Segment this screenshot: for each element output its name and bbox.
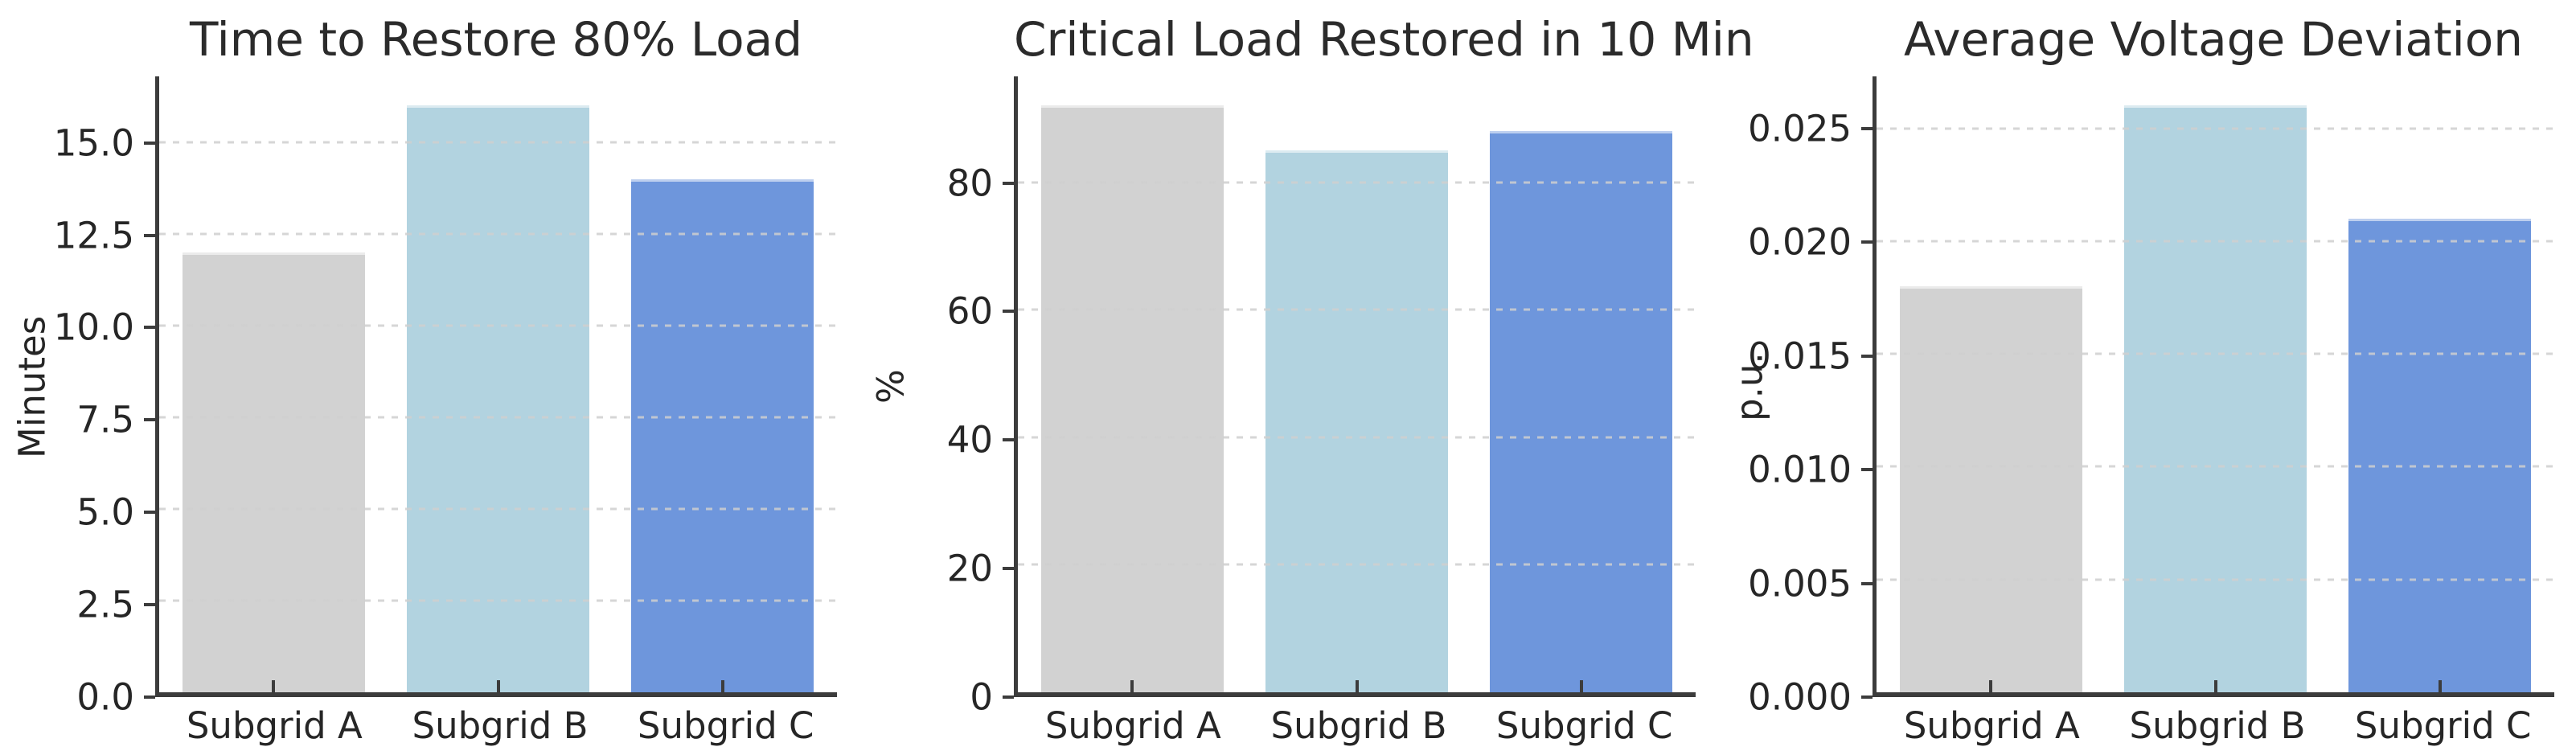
y-tick-label: 15.0 xyxy=(53,121,134,165)
gridline xyxy=(159,141,837,144)
gridline xyxy=(1877,240,2554,243)
gridline xyxy=(159,507,837,511)
subplot-critical-load-restored: Critical Load Restored in 10 Min % 0 20 40… xyxy=(859,0,1754,755)
x-tick-mark xyxy=(496,680,500,692)
x-tick-label-subgrid-a: Subgrid A xyxy=(1903,704,2080,747)
gridline xyxy=(159,416,837,419)
chart-title: Critical Load Restored in 10 Min xyxy=(1014,12,1754,67)
x-tick-label-subgrid-c: Subgrid C xyxy=(1495,704,1673,747)
x-tick-mark xyxy=(1579,680,1583,692)
y-tick-mark xyxy=(1003,438,1014,442)
y-tick-mark xyxy=(1861,127,1873,131)
gridline xyxy=(1018,563,1696,566)
y-tick-mark xyxy=(1861,240,1873,244)
gridline xyxy=(1877,578,2554,581)
chart-title: Average Voltage Deviation xyxy=(1903,12,2524,67)
y-tick-mark xyxy=(144,141,155,145)
y-tick-label: 40 xyxy=(946,418,993,462)
y-tick-mark xyxy=(144,511,155,515)
y-tick-mark xyxy=(1861,696,1873,699)
gridline xyxy=(1877,127,2554,130)
subplot-time-to-restore: Time to Restore 80% Load Minutes 0.0 2.5 5… xyxy=(0,0,859,755)
bar-subgrid-a xyxy=(182,252,366,692)
y-tick-label: 12.5 xyxy=(53,214,134,257)
y-tick-mark xyxy=(1003,567,1014,571)
y-tick-mark xyxy=(1003,696,1014,699)
y-tick-label: 7.5 xyxy=(76,398,134,441)
y-tick-label: 60 xyxy=(946,289,993,333)
gridline xyxy=(1877,465,2554,468)
x-tick-label-subgrid-a: Subgrid A xyxy=(186,704,363,747)
y-tick-label: 0.010 xyxy=(1748,448,1852,491)
gridline xyxy=(1018,308,1696,311)
y-tick-label: 10.0 xyxy=(53,306,134,349)
x-tick-mark xyxy=(1130,680,1134,692)
y-tick-mark xyxy=(1861,354,1873,358)
subplot-voltage-deviation: Average Voltage Deviation p.u. 0.000 0.00… xyxy=(1717,0,2576,755)
y-tick-mark xyxy=(1861,468,1873,472)
gridline xyxy=(159,599,837,602)
y-tick-mark xyxy=(144,696,155,699)
bar-subgrid-c xyxy=(1489,131,1673,692)
gridline xyxy=(1877,352,2554,355)
plot-area xyxy=(1014,76,1696,697)
x-tick-label-subgrid-a: Subgrid A xyxy=(1044,704,1221,747)
x-tick-label-subgrid-b: Subgrid B xyxy=(2129,704,2306,747)
x-tick-mark xyxy=(720,680,724,692)
y-tick-label: 0 xyxy=(970,675,993,719)
x-tick-mark xyxy=(1355,680,1359,692)
x-tick-mark xyxy=(2438,680,2442,692)
bar-subgrid-c xyxy=(2348,218,2532,692)
y-tick-label: 0.020 xyxy=(1748,220,1852,264)
plot-area xyxy=(1873,76,2554,697)
y-tick-mark xyxy=(144,233,155,237)
y-tick-mark xyxy=(1861,581,1873,585)
bar-subgrid-c xyxy=(630,178,814,692)
y-tick-label: 0.000 xyxy=(1748,675,1852,719)
gridline xyxy=(159,232,837,236)
x-tick-label-subgrid-c: Subgrid C xyxy=(637,704,814,747)
y-tick-label: 20 xyxy=(946,547,993,590)
gridline xyxy=(1018,181,1696,184)
y-tick-label: 80 xyxy=(946,162,993,205)
bar-subgrid-a xyxy=(1040,105,1224,692)
x-tick-mark xyxy=(1989,680,1993,692)
x-tick-label-subgrid-b: Subgrid B xyxy=(1270,704,1447,747)
y-tick-label: 5.0 xyxy=(76,490,134,534)
gridline xyxy=(159,324,837,327)
plot-area xyxy=(155,76,837,697)
x-tick-label-subgrid-c: Subgrid C xyxy=(2354,704,2532,747)
x-tick-mark xyxy=(2213,680,2217,692)
x-tick-mark xyxy=(272,680,276,692)
chart-title: Time to Restore 80% Load xyxy=(189,12,803,67)
y-tick-mark xyxy=(144,603,155,607)
y-tick-mark xyxy=(144,326,155,330)
y-tick-label: 0.005 xyxy=(1748,562,1852,605)
y-tick-label: 0.015 xyxy=(1748,334,1852,378)
y-tick-label: 0.025 xyxy=(1748,107,1852,150)
x-tick-label-subgrid-b: Subgrid B xyxy=(412,704,589,747)
gridline xyxy=(1018,436,1696,439)
y-tick-label: 0.0 xyxy=(76,675,134,719)
y-tick-label: 2.5 xyxy=(76,583,134,626)
bar-subgrid-b xyxy=(1265,150,1449,692)
y-tick-mark xyxy=(1003,310,1014,314)
y-tick-mark xyxy=(1003,181,1014,185)
bar-subgrid-a xyxy=(1899,285,2083,692)
bar-subgrid-b xyxy=(406,105,590,692)
bar-subgrid-b xyxy=(2123,105,2307,692)
y-tick-mark xyxy=(144,418,155,422)
